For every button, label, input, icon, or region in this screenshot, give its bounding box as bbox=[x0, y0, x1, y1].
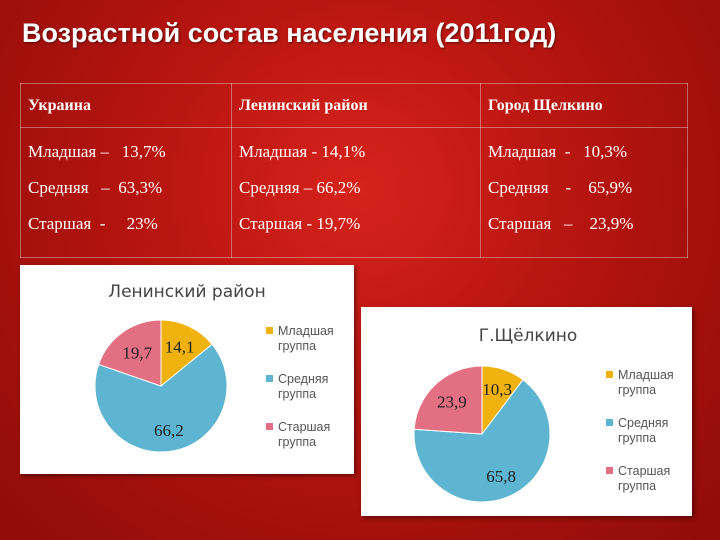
middle-value: Средняя – 63,3% bbox=[28, 178, 163, 197]
legend-swatch bbox=[606, 419, 613, 426]
data-label: 14,1 bbox=[165, 338, 195, 357]
data-label: 23,9 bbox=[437, 393, 467, 412]
slice-middle bbox=[94, 343, 228, 453]
data-label: 65,8 bbox=[486, 467, 516, 486]
young-value: Младшая - 10,3% bbox=[488, 142, 628, 161]
legend-label: Старшая группа bbox=[618, 464, 670, 493]
slice-middle bbox=[413, 379, 551, 503]
old-value: Старшая - 19,7% bbox=[239, 214, 361, 233]
legend-swatch bbox=[266, 423, 273, 430]
slide-title: Возрастной состав населения (2011год) bbox=[22, 18, 557, 48]
pie-chart-shchelkino: Г.Щёлкино 10,3 65,8 23,9 Младшая группа Средня… bbox=[413, 326, 674, 503]
table-header-row: Украина Ленинский район Город Щелкино bbox=[20, 83, 688, 128]
pie-chart-leninsky: Ленинский район 14,1 66,2 19,7 Младшая группа… bbox=[94, 282, 334, 453]
legend-label: Старшая группа bbox=[278, 420, 330, 449]
data-label: 10,3 bbox=[482, 380, 512, 399]
slice-old bbox=[97, 319, 162, 387]
legend-label: Младшая группа bbox=[278, 324, 334, 353]
legend-swatch bbox=[266, 327, 273, 334]
young-value: Младшая - 14,1% bbox=[239, 142, 366, 161]
legend-swatch bbox=[266, 375, 273, 382]
data-label: 19,7 bbox=[122, 344, 152, 363]
population-table: Украина Ленинский район Город Щелкино Мл… bbox=[20, 83, 688, 258]
header-shchelkino: Город Щелкино bbox=[480, 83, 688, 128]
old-value: Старшая – 23,9% bbox=[488, 214, 634, 233]
legend-label: Средняя группа bbox=[278, 372, 328, 401]
cell-leninsky: Младшая - 14,1% Средняя – 66,2% Старшая … bbox=[231, 127, 481, 258]
young-value: Младшая – 13,7% bbox=[28, 142, 166, 161]
legend-swatch bbox=[606, 371, 613, 378]
chart-card-leninsky: Ленинский район 14,1 66,2 19,7 Младшая группа… bbox=[20, 265, 354, 474]
table-row: Младшая – 13,7% Средняя – 63,3% Старшая … bbox=[20, 127, 688, 258]
middle-value: Средняя – 66,2% bbox=[239, 178, 361, 197]
slice-old bbox=[413, 365, 483, 435]
chart-title: Ленинский район bbox=[108, 282, 265, 302]
cell-ukraine: Младшая – 13,7% Средняя – 63,3% Старшая … bbox=[20, 127, 232, 258]
legend-label: Младшая группа bbox=[618, 368, 674, 397]
data-label: 66,2 bbox=[154, 421, 184, 440]
header-leninsky: Ленинский район bbox=[231, 83, 481, 128]
chart-card-shchelkino: Г.Щёлкино 10,3 65,8 23,9 Младшая группа Средня… bbox=[361, 307, 692, 516]
middle-value: Средняя - 65,9% bbox=[488, 178, 633, 197]
legend-label: Средняя группа bbox=[618, 416, 668, 445]
cell-shchelkino: Младшая - 10,3% Средняя - 65,9% Старшая … bbox=[480, 127, 688, 258]
legend-swatch bbox=[606, 467, 613, 474]
header-ukraine: Украина bbox=[20, 83, 232, 128]
slice-young bbox=[160, 319, 213, 388]
chart-title: Г.Щёлкино bbox=[479, 326, 578, 346]
old-value: Старшая - 23% bbox=[28, 214, 158, 233]
